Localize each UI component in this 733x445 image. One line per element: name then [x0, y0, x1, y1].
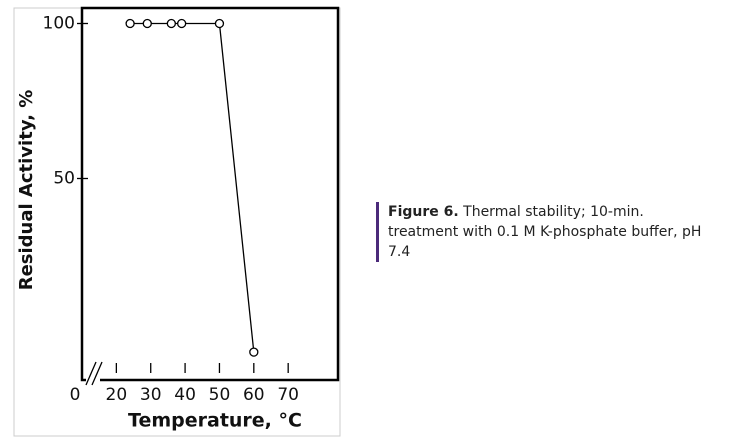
x-tick-label: 50	[209, 385, 231, 405]
data-point	[177, 18, 187, 29]
data-line	[130, 22, 255, 353]
data-point	[142, 18, 152, 29]
axis-break	[85, 361, 97, 386]
figure-border	[13, 7, 341, 437]
caption-text: Thermal stability; 10-min. treatment wit…	[388, 204, 702, 260]
y-tick-label: 50	[53, 169, 75, 189]
data-point	[249, 347, 259, 357]
data-point	[166, 18, 176, 29]
x-tick-label: 30	[140, 385, 162, 405]
data-point	[214, 18, 225, 29]
x-tick-label: 0	[70, 385, 81, 405]
plot-frame	[80, 6, 340, 382]
x-axis-label: Temperature, °C	[128, 410, 302, 432]
caption: Figure 6. Thermal stability; 10-min. tre…	[376, 202, 708, 262]
y-tick-label: 100	[43, 14, 75, 34]
chart: Residual Activity, % Temperature, °C 50 1…	[13, 6, 341, 437]
axis-break	[91, 361, 103, 386]
y-axis-label: Residual Activity, %	[16, 90, 37, 291]
caption-label: Figure 6.	[388, 204, 459, 220]
x-tick-label: 40	[174, 385, 196, 405]
data-point	[125, 18, 135, 29]
x-tick-label: 70	[277, 385, 299, 405]
x-tick-label: 60	[243, 385, 265, 405]
x-tick-label: 20	[106, 385, 128, 405]
